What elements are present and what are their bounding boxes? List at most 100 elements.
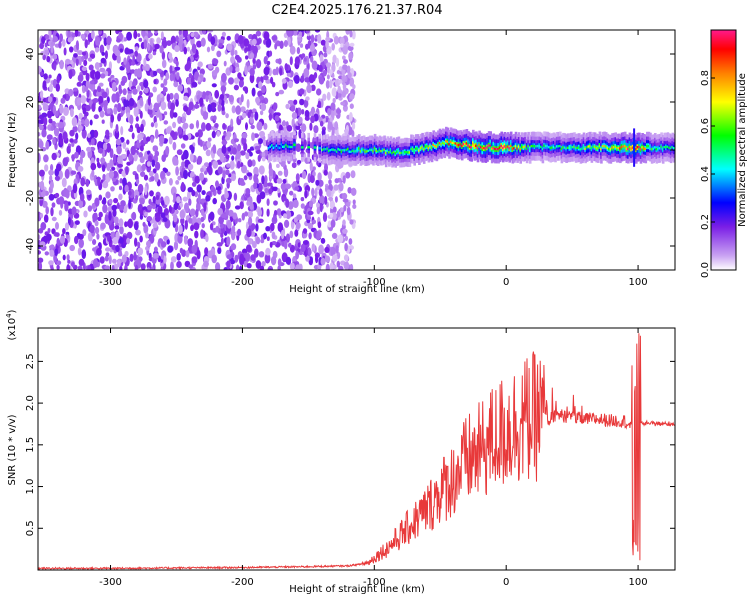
heatmap-cell bbox=[106, 35, 112, 46]
heatmap-cell bbox=[346, 206, 351, 216]
heatmap-cell bbox=[342, 219, 346, 226]
heatmap-cell bbox=[402, 151, 405, 154]
heatmap-cell bbox=[175, 35, 180, 42]
heatmap-cell bbox=[307, 247, 312, 257]
heatmap-cell bbox=[144, 185, 148, 196]
heatmap-cell bbox=[324, 255, 331, 263]
heatmap-cell bbox=[352, 204, 357, 209]
heatmap-cell bbox=[85, 189, 92, 196]
heatmap-cell bbox=[246, 244, 252, 253]
heatmap-cell bbox=[156, 68, 163, 74]
snr-x-label: Height of straight line (km) bbox=[289, 584, 425, 595]
heatmap-cell bbox=[47, 110, 53, 119]
snr-x-tick-label: 100 bbox=[629, 577, 648, 588]
heatmap-cell bbox=[267, 182, 273, 187]
heatmap-cell bbox=[116, 145, 122, 155]
heatmap-cell bbox=[206, 141, 212, 149]
heatmap-cell bbox=[161, 200, 165, 206]
colorbar-tick-label: 0.8 bbox=[700, 70, 711, 86]
heatmap-cell bbox=[297, 37, 302, 42]
heatmap-cell bbox=[201, 190, 206, 196]
heatmap-cell bbox=[139, 110, 143, 119]
heatmap-cell bbox=[319, 54, 324, 63]
heatmap-cell bbox=[113, 216, 119, 224]
heatmap-cell bbox=[274, 43, 278, 50]
heatmap-cell bbox=[131, 61, 136, 66]
heatmap-cell bbox=[51, 216, 57, 222]
colorbar-tick-label: 0.0 bbox=[700, 262, 711, 278]
heatmap-cell bbox=[231, 225, 236, 233]
heatmap-cell bbox=[44, 49, 50, 55]
heatmap-cell bbox=[159, 113, 163, 122]
heatmap-cell bbox=[187, 238, 194, 247]
heatmap-cell bbox=[78, 238, 84, 249]
heatmap-cell bbox=[295, 264, 301, 270]
heatmap-cell bbox=[329, 149, 333, 152]
heatmap-cell bbox=[320, 257, 326, 266]
spectrogram-y-tick-label: 0 bbox=[25, 147, 36, 153]
heatmap-cell bbox=[169, 92, 174, 100]
heatmap-cell bbox=[530, 145, 534, 148]
heatmap-cell bbox=[194, 175, 200, 184]
heatmap-cell bbox=[60, 97, 66, 104]
heatmap-cell bbox=[459, 143, 462, 146]
heatmap-cell bbox=[527, 145, 530, 148]
spectrogram-x-tick-label: -100 bbox=[363, 277, 386, 288]
heatmap-cell bbox=[299, 98, 305, 106]
heatmap-cell bbox=[256, 121, 263, 131]
heatmap-cell bbox=[52, 35, 58, 43]
heatmap-cell bbox=[102, 173, 106, 181]
heatmap-cell bbox=[188, 101, 194, 110]
heatmap-cell bbox=[225, 154, 230, 160]
heatmap-cell bbox=[288, 145, 291, 149]
heatmap-cell bbox=[557, 145, 560, 148]
heatmap-cell bbox=[129, 253, 134, 262]
heatmap-cell bbox=[141, 163, 146, 171]
heatmap-cell bbox=[342, 228, 348, 234]
heatmap-cell bbox=[345, 30, 351, 35]
heatmap-cell bbox=[255, 30, 262, 37]
heatmap-cell bbox=[102, 180, 109, 189]
heatmap-cell bbox=[310, 42, 315, 52]
heatmap-cell bbox=[146, 32, 153, 37]
heatmap-cell bbox=[331, 43, 336, 51]
heatmap-cell bbox=[261, 151, 266, 158]
heatmap-cell bbox=[38, 153, 41, 163]
heatmap-cell bbox=[84, 39, 88, 49]
heatmap-cell bbox=[194, 230, 199, 239]
heatmap-cell bbox=[347, 45, 354, 52]
heatmap-cell bbox=[153, 102, 160, 112]
heatmap-cell bbox=[324, 148, 328, 151]
heatmap-cell bbox=[80, 177, 86, 187]
heatmap-cell bbox=[321, 148, 325, 152]
heatmap-cell bbox=[264, 187, 269, 194]
heatmap-cell bbox=[255, 59, 262, 69]
heatmap-cell bbox=[38, 169, 45, 177]
heatmap-cell bbox=[350, 150, 353, 153]
heatmap-cell bbox=[261, 157, 266, 162]
heatmap-cell bbox=[231, 155, 235, 161]
heatmap-cell bbox=[41, 112, 48, 118]
heatmap-cell bbox=[468, 145, 472, 148]
heatmap-cell bbox=[127, 218, 133, 229]
heatmap-cell bbox=[324, 162, 328, 173]
heatmap-cell bbox=[576, 146, 579, 150]
spectrogram-y-ticks: -40 -20 0 20 40 bbox=[25, 48, 675, 254]
heatmap-cell bbox=[58, 40, 62, 49]
colorbar: 0.0 0.2 0.4 0.6 0.8 Normalized spectral ampl… bbox=[700, 29, 748, 278]
heatmap-cell bbox=[80, 95, 87, 104]
heatmap-cell bbox=[612, 146, 616, 149]
heatmap-cell bbox=[148, 53, 153, 60]
heatmap-cell bbox=[267, 267, 272, 270]
heatmap-cell bbox=[117, 259, 121, 268]
heatmap-cell bbox=[306, 84, 312, 94]
heatmap-cell bbox=[231, 105, 236, 114]
heatmap-cell bbox=[275, 91, 280, 97]
heatmap-cell bbox=[226, 163, 231, 168]
heatmap-cell bbox=[99, 67, 106, 73]
heatmap-cell bbox=[85, 178, 90, 187]
heatmap-cell bbox=[98, 30, 103, 35]
heatmap-cell bbox=[188, 217, 193, 224]
heatmap-cell bbox=[129, 114, 134, 125]
spectrogram-y-tick-label: -40 bbox=[25, 238, 36, 254]
